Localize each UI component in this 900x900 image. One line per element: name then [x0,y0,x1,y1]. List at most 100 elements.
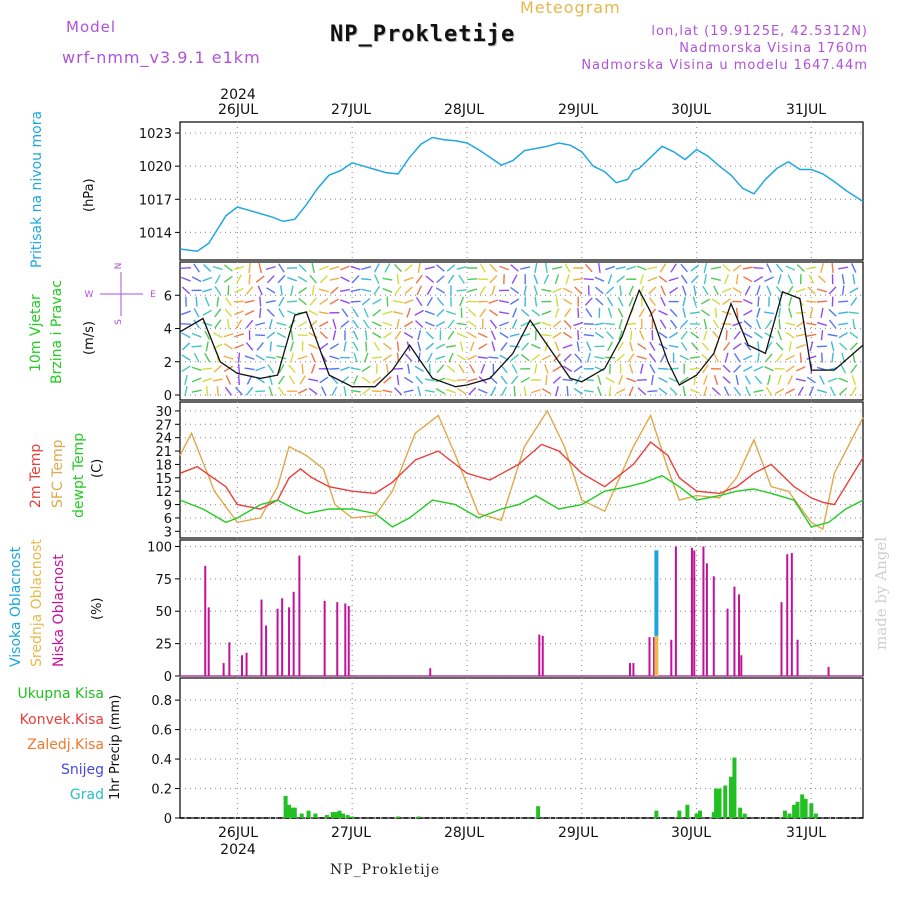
wind-arrow [425,331,434,340]
precip-bar [732,757,737,818]
wind-arrow [458,274,465,284]
wind-arrow [764,276,774,282]
wind-arrow [436,264,445,272]
wind-arrow [534,296,538,307]
precip-bar [287,804,292,818]
wind-arrow [594,331,604,339]
wind-arrow [213,332,223,339]
wind-panel-frame [179,261,864,401]
wind-arrow [459,341,464,352]
wind-arrow [268,386,274,397]
wind-arrow [382,287,393,293]
precip-bar [711,812,716,818]
wind-arrow [308,343,319,350]
low-cloud-bar [693,550,696,676]
low-cloud-bar [674,546,677,676]
wind-arrow [415,297,423,307]
wind-arrow [350,288,361,293]
wind-arrow [795,333,806,337]
wind-arrow [618,319,623,329]
wind-arrow [795,366,806,372]
wind-arrow [564,263,571,273]
wind-arrow [743,276,753,283]
bottom-day-label: 29JUL [558,825,598,841]
wind-arrow [385,363,389,374]
wind-arrow [808,386,815,397]
wind-arrow [807,286,816,295]
wind-arrow [234,265,244,271]
wind-arrow [722,376,731,384]
wind-arrow [255,354,265,361]
wind-arrow [732,321,743,327]
wind-arrow [193,352,200,363]
wind-arrow [244,367,255,371]
low-cloud-bar [298,555,301,676]
wind-arrow [299,375,306,385]
wind-arrow [392,310,404,315]
top-year: 2024 [220,87,256,103]
wind-arrow [361,266,372,270]
wind-arrow [363,352,369,363]
wind-arrow [202,377,213,383]
precip-bar [330,812,335,818]
low-cloud-bar [344,603,347,676]
wind-arrow [722,364,731,373]
wind-arrow [795,378,806,382]
wind-arrow [340,320,350,328]
wind-arrow [255,366,266,372]
wind-arrow [551,266,563,270]
wind-arrow [362,319,370,329]
precip-bar [685,804,690,818]
model-label: Model [66,18,117,36]
low-cloud-bar [276,608,279,676]
bottom-day-labels: 26JUL 27JUL 28JUL 29JUL 30JUL 31JUL [218,825,826,841]
wind-arrow [371,321,382,327]
wind-arrow [236,274,242,284]
wind-arrow [424,321,435,327]
wind-arrow [838,332,848,339]
low-cloud-bar [628,663,631,676]
precip-bar [283,795,288,818]
wind-arrow [670,319,678,329]
wind-arrow [848,311,859,315]
wind-arrow [757,296,760,307]
wind-arrow [184,386,188,397]
wind-arrow [520,266,531,270]
wind-arrow [511,274,518,284]
precip-bar [742,813,747,818]
wind-arrow [806,322,817,326]
wind-arrow [216,296,220,307]
wind-arrow [626,377,637,383]
wind-arrow [297,334,308,337]
wind-arrow [700,309,710,317]
low-cloud-bar [733,586,736,676]
wind-arrow [628,285,634,296]
wind-arrow [552,287,562,294]
wind-arrow [852,318,856,330]
wind-arrow [202,276,213,282]
wind-arrow [795,311,806,314]
y-tick-label: 0.6 [151,724,172,739]
wind-arrow [786,285,794,296]
low-cloud-bar [429,668,432,676]
wind-arrow [650,374,654,386]
wind-arrow [340,299,350,304]
wind-arrow [608,386,612,397]
wind-arrow [520,376,530,384]
wind-arrow [308,309,318,316]
wind-arrow [595,286,604,295]
wind-arrow [617,308,624,318]
low-cloud-bar [538,634,541,676]
wind-arrow [828,286,837,295]
wind-arrow [267,364,275,374]
wind-arrow [630,330,633,341]
wind-arrow [308,387,318,395]
wind-arrow [616,353,625,362]
wind-arrow [258,262,262,274]
wind-arrow [479,285,487,295]
wind-arrow [224,297,232,307]
wind-arrow [777,274,782,285]
wind-arrow [491,341,496,352]
precip-bar [787,813,792,818]
wind-arrow [816,389,828,394]
